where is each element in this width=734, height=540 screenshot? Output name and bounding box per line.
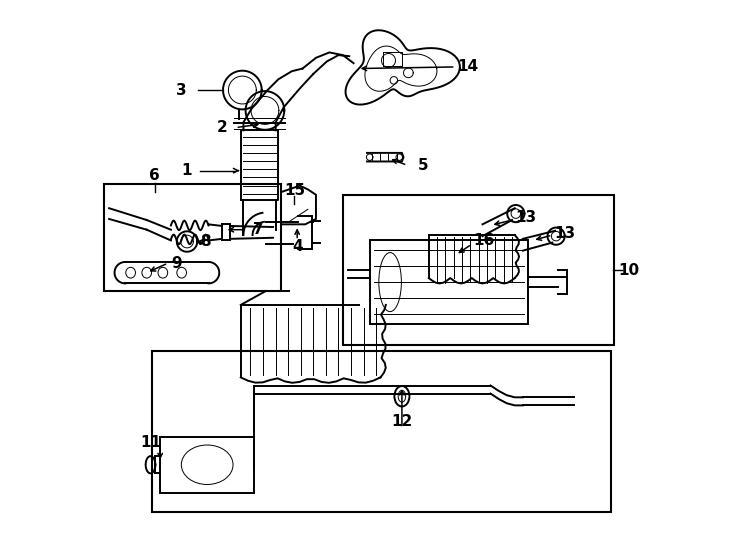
Text: 10: 10	[619, 262, 640, 278]
Text: 12: 12	[391, 414, 413, 429]
Text: 3: 3	[176, 83, 187, 98]
Text: 15: 15	[284, 183, 305, 198]
Text: 13: 13	[515, 210, 536, 225]
Text: 7: 7	[253, 222, 264, 237]
Bar	[103, 184, 281, 292]
Bar	[160, 436, 254, 493]
Text: 4: 4	[292, 239, 302, 254]
Text: 11: 11	[140, 435, 161, 450]
Text: 5: 5	[418, 158, 429, 173]
Text: 1: 1	[182, 163, 192, 178]
Text: 16: 16	[473, 233, 495, 248]
Text: 6: 6	[150, 168, 160, 184]
Text: 2: 2	[217, 120, 228, 135]
Bar	[343, 195, 614, 345]
Text: 9: 9	[171, 255, 181, 271]
Bar	[152, 350, 611, 512]
Text: 14: 14	[457, 59, 479, 75]
Bar	[370, 240, 528, 323]
Text: 8: 8	[200, 234, 211, 249]
Text: 13: 13	[554, 226, 575, 241]
